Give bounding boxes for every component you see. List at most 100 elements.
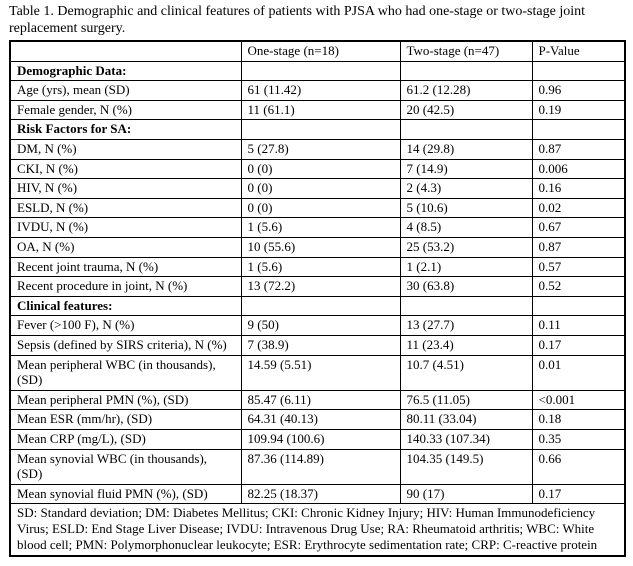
p-value xyxy=(531,119,626,140)
row-label: Mean synovial WBC (in thousands), (SD) xyxy=(9,448,242,485)
col-header-two-stage: Two-stage (n=47) xyxy=(399,40,533,62)
p-value: 0.67 xyxy=(531,217,626,238)
two-stage-value: 90 (17) xyxy=(399,483,533,505)
two-stage-value: 25 (53.2) xyxy=(399,236,533,258)
table-body: Demographic Data: Age (yrs), mean (SD) 61 … xyxy=(9,60,626,505)
p-value: 0.66 xyxy=(531,448,626,485)
row-label: Risk Factors for SA: xyxy=(9,119,242,140)
two-stage-value: 104.35 (149.5) xyxy=(399,448,533,485)
one-stage-value: 5 (27.8) xyxy=(240,139,401,160)
section-header-row: Demographic Data: xyxy=(9,60,626,82)
p-value: <0.001 xyxy=(531,389,626,411)
one-stage-value: 1 (5.6) xyxy=(240,256,401,278)
row-label: DM, N (%) xyxy=(9,139,242,160)
two-stage-value xyxy=(399,119,533,140)
p-value: 0.52 xyxy=(531,276,626,297)
row-label: Mean ESR (mm/hr), (SD) xyxy=(9,409,242,430)
two-stage-value xyxy=(399,60,533,82)
row-label: Mean CRP (mg/L), (SD) xyxy=(9,428,242,450)
one-stage-value: 64.31 (40.13) xyxy=(240,409,401,430)
row-label: Fever (>100 F), N (%) xyxy=(9,315,242,336)
row-label: Mean peripheral WBC (in thousands), (SD) xyxy=(9,354,242,391)
table-row: Fever (>100 F), N (%) 9 (50) 13 (27.7) 0.11 xyxy=(9,315,626,336)
table-row: IVDU, N (%) 1 (5.6) 4 (8.5) 0.67 xyxy=(9,217,626,238)
one-stage-value: 0 (0) xyxy=(240,158,401,180)
one-stage-value: 0 (0) xyxy=(240,178,401,199)
table-row: Mean peripheral WBC (in thousands), (SD)… xyxy=(9,354,626,391)
header-row: One-stage (n=18) Two-stage (n=47) P-Valu… xyxy=(9,40,626,62)
p-value: 0.02 xyxy=(531,197,626,219)
row-label: Mean synovial fluid PMN (%), (SD) xyxy=(9,483,242,505)
demographics-clinical-table: One-stage (n=18) Two-stage (n=47) P-Valu… xyxy=(9,40,626,557)
p-value: 0.87 xyxy=(531,139,626,160)
two-stage-value: 80.11 (33.04) xyxy=(399,409,533,430)
two-stage-value: 14 (29.8) xyxy=(399,139,533,160)
one-stage-value xyxy=(240,295,401,317)
table-row: Female gender, N (%) 11 (61.1) 20 (42.5) 0.… xyxy=(9,99,626,121)
footnote-row: SD: Standard deviation; DM: Diabetes Mel… xyxy=(9,503,626,557)
p-value: 0.16 xyxy=(531,178,626,199)
row-label: Demographic Data: xyxy=(9,60,242,82)
table-row: HIV, N (%) 0 (0) 2 (4.3) 0.16 xyxy=(9,178,626,199)
col-header-p-value: P-Value xyxy=(531,40,626,62)
two-stage-value: 2 (4.3) xyxy=(399,178,533,199)
p-value xyxy=(531,295,626,317)
row-label: HIV, N (%) xyxy=(9,178,242,199)
p-value: 0.18 xyxy=(531,409,626,430)
one-stage-value: 109.94 (100.6) xyxy=(240,428,401,450)
abbreviations-footnote: SD: Standard deviation; DM: Diabetes Mel… xyxy=(9,503,626,557)
col-header-one-stage: One-stage (n=18) xyxy=(240,40,401,62)
table-row: Mean synovial WBC (in thousands), (SD) 87… xyxy=(9,448,626,485)
row-label: Recent joint trauma, N (%) xyxy=(9,256,242,278)
section-header-row: Clinical features: xyxy=(9,295,626,317)
one-stage-value: 85.47 (6.11) xyxy=(240,389,401,411)
row-label: Clinical features: xyxy=(9,295,242,317)
row-label: Sepsis (defined by SIRS criteria), N (%) xyxy=(9,334,242,356)
one-stage-value: 10 (55.6) xyxy=(240,236,401,258)
two-stage-value: 61.2 (12.28) xyxy=(399,80,533,101)
table-row: Recent procedure in joint, N (%) 13 (72.2… xyxy=(9,276,626,297)
row-label: OA, N (%) xyxy=(9,236,242,258)
table-row: Mean ESR (mm/hr), (SD) 64.31 (40.13) 80.11… xyxy=(9,409,626,430)
table-row: Mean CRP (mg/L), (SD) 109.94 (100.6) 140.3… xyxy=(9,428,626,450)
two-stage-value: 30 (63.8) xyxy=(399,276,533,297)
row-label: ESLD, N (%) xyxy=(9,197,242,219)
col-header-empty xyxy=(9,40,242,62)
two-stage-value: 11 (23.4) xyxy=(399,334,533,356)
one-stage-value: 13 (72.2) xyxy=(240,276,401,297)
one-stage-value: 11 (61.1) xyxy=(240,99,401,121)
table-row: Mean synovial fluid PMN (%), (SD) 82.25 (… xyxy=(9,483,626,505)
one-stage-value: 1 (5.6) xyxy=(240,217,401,238)
p-value: 0.19 xyxy=(531,99,626,121)
table-row: CKI, N (%) 0 (0) 7 (14.9) 0.006 xyxy=(9,158,626,180)
two-stage-value: 5 (10.6) xyxy=(399,197,533,219)
p-value: 0.96 xyxy=(531,80,626,101)
p-value: 0.57 xyxy=(531,256,626,278)
row-label: CKI, N (%) xyxy=(9,158,242,180)
two-stage-value: 13 (27.7) xyxy=(399,315,533,336)
section-header-row: Risk Factors for SA: xyxy=(9,119,626,140)
p-value: 0.006 xyxy=(531,158,626,180)
two-stage-value: 76.5 (11.05) xyxy=(399,389,533,411)
one-stage-value: 7 (38.9) xyxy=(240,334,401,356)
row-label: Mean peripheral PMN (%), (SD) xyxy=(9,389,242,411)
one-stage-value: 14.59 (5.51) xyxy=(240,354,401,391)
table-row: ESLD, N (%) 0 (0) 5 (10.6) 0.02 xyxy=(9,197,626,219)
p-value: 0.17 xyxy=(531,334,626,356)
row-label: Recent procedure in joint, N (%) xyxy=(9,276,242,297)
table-row: DM, N (%) 5 (27.8) 14 (29.8) 0.87 xyxy=(9,139,626,160)
two-stage-value: 20 (42.5) xyxy=(399,99,533,121)
one-stage-value: 61 (11.42) xyxy=(240,80,401,101)
one-stage-value xyxy=(240,119,401,140)
table-row: OA, N (%) 10 (55.6) 25 (53.2) 0.87 xyxy=(9,236,626,258)
one-stage-value: 9 (50) xyxy=(240,315,401,336)
p-value xyxy=(531,60,626,82)
p-value: 0.87 xyxy=(531,236,626,258)
table-row: Sepsis (defined by SIRS criteria), N (%)… xyxy=(9,334,626,356)
two-stage-value: 1 (2.1) xyxy=(399,256,533,278)
one-stage-value: 0 (0) xyxy=(240,197,401,219)
p-value: 0.01 xyxy=(531,354,626,391)
one-stage-value: 82.25 (18.37) xyxy=(240,483,401,505)
one-stage-value xyxy=(240,60,401,82)
